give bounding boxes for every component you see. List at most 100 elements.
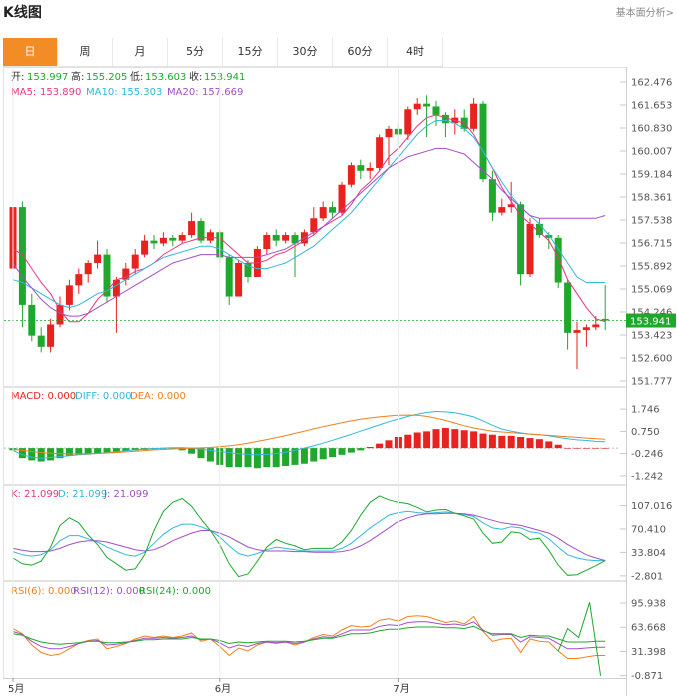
candle-body: [582, 327, 590, 331]
page-title: K线图: [3, 5, 42, 21]
tab-week[interactable]: 周: [58, 38, 113, 66]
macd-bar: [253, 448, 261, 469]
last-price-marker: 153.941: [4, 313, 676, 328]
macd-bar: [178, 448, 186, 451]
macd-bar: [460, 430, 468, 449]
macd-bar: [131, 448, 139, 451]
candle-body: [291, 235, 299, 244]
macd-bar: [479, 433, 487, 449]
candle-body: [385, 128, 393, 138]
candle-body: [517, 204, 525, 275]
price-tick-label: 152.600: [631, 354, 672, 365]
candle-body: [545, 235, 553, 238]
candle-body: [169, 237, 177, 241]
fundamental-analysis-link[interactable]: 基本面分析>: [615, 8, 674, 19]
kdj-tick-label: -2.801: [631, 571, 663, 582]
macd-tick-label: -0.246: [631, 449, 663, 460]
macd-tick-label: 1.746: [631, 405, 660, 416]
macd-bar: [56, 448, 64, 459]
price-tick-label: 155.069: [631, 285, 672, 296]
candle-body: [404, 109, 412, 135]
candle-body: [47, 324, 55, 347]
candle-body: [131, 254, 139, 269]
macd-bar: [498, 435, 506, 449]
candle-body: [244, 262, 252, 277]
candle-body: [338, 184, 346, 213]
price-tick-label: 157.538: [631, 216, 672, 227]
price-tick-label: 159.184: [631, 170, 672, 181]
macd-bar: [319, 448, 327, 460]
tab-5min[interactable]: 5分: [168, 38, 223, 66]
candle-body: [498, 207, 506, 213]
candle-body: [112, 279, 120, 297]
candle-body: [206, 232, 214, 241]
tab-60min[interactable]: 60分: [333, 38, 388, 66]
macd-bar: [310, 448, 318, 462]
period-tabs: 日 周 月 5分 15分 30分 60分 4时: [3, 38, 443, 67]
candle-body: [56, 304, 64, 325]
tab-15min[interactable]: 15分: [223, 38, 278, 66]
rsi24-line: [12, 625, 606, 645]
ma20-value: 157.669: [202, 87, 243, 98]
candle-body: [150, 240, 158, 244]
macd-legend: MACD: 0.000 DIFF: 0.000 DEA: 0.000: [11, 391, 186, 402]
rsi-legend-12: RSI(12): 0.000: [73, 586, 145, 597]
macd-bar: [517, 436, 525, 449]
candle-body: [329, 207, 337, 213]
price-tick-label: 156.715: [631, 239, 672, 250]
candle-body: [526, 223, 534, 275]
macd-bar: [582, 448, 590, 449]
macd-bar: [423, 431, 431, 449]
open-label: 开:: [11, 72, 24, 83]
ma5-label: MA5:: [11, 87, 36, 98]
macd-legend-dea: DEA: 0.000: [130, 391, 186, 402]
macd-bar: [244, 448, 252, 468]
candle-body: [263, 235, 271, 250]
candle-body: [319, 207, 327, 219]
macd-bar: [18, 448, 26, 459]
tab-30min[interactable]: 30分: [278, 38, 333, 66]
candle-body: [366, 167, 374, 171]
macd-bar: [225, 448, 233, 468]
tab-day[interactable]: 日: [3, 38, 58, 66]
candle-body: [470, 103, 478, 129]
macd-tick-label: 0.750: [631, 427, 660, 438]
candle-body: [37, 335, 45, 347]
price-tick-label: 158.361: [631, 193, 672, 204]
ma5-line: [12, 114, 606, 323]
macd-bar: [366, 447, 374, 449]
price-tick-label: 161.653: [631, 101, 672, 112]
rsi-tick-label: 63.668: [631, 623, 666, 634]
candle-body: [65, 285, 73, 305]
candle-body: [441, 114, 449, 124]
candle-body: [94, 254, 102, 263]
macd-bar: [206, 448, 214, 462]
candle-body: [507, 204, 515, 208]
candle-body: [376, 137, 384, 168]
close-label: 收:: [189, 70, 202, 83]
kdj-tick-label: 33.804: [631, 548, 666, 559]
macd-bar: [404, 434, 412, 449]
candle-body: [357, 165, 365, 171]
x-axis-labels: 5月 6月 7月: [8, 67, 410, 695]
macd-bar: [291, 448, 299, 465]
macd-bar: [122, 448, 130, 451]
low-value: 153.603: [145, 72, 186, 83]
candle-body: [84, 262, 92, 275]
macd-bar: [347, 448, 355, 453]
ma20-label: MA20:: [167, 87, 199, 98]
tab-4hour[interactable]: 4时: [388, 38, 443, 66]
macd-bar: [338, 448, 346, 455]
macd-bar: [329, 448, 337, 458]
tab-month[interactable]: 月: [113, 38, 168, 66]
candle-body: [18, 207, 26, 305]
rsi-tick-label: -0.871: [631, 671, 663, 682]
macd-bar: [357, 448, 365, 451]
candle-body: [432, 106, 440, 115]
macd-bar: [65, 448, 73, 456]
macd-diff-line: [12, 410, 606, 459]
price-candles: [9, 95, 609, 370]
indicator-lines: [12, 410, 606, 676]
ma10-label: MA10:: [86, 87, 118, 98]
